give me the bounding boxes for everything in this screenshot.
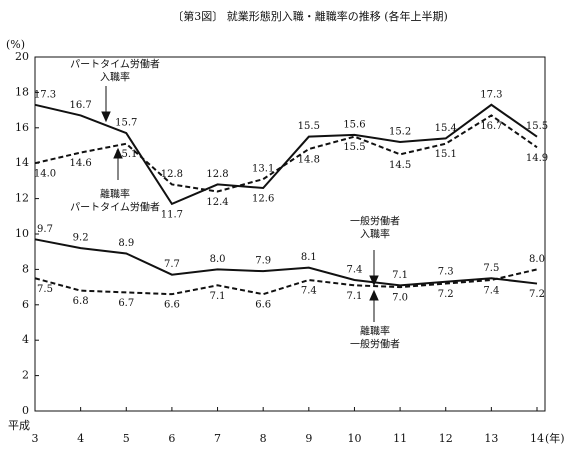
value-label: 12.8	[206, 169, 228, 180]
x-tick-label: 4	[77, 432, 84, 445]
x-tick-label: 7	[214, 432, 221, 445]
x-tick-label: 3	[32, 432, 39, 445]
value-label: 9.2	[73, 233, 89, 244]
y-tick-label: 18	[15, 85, 29, 98]
value-label: 7.7	[164, 259, 180, 270]
legend-label: 入職率	[360, 228, 390, 241]
value-label: 15.5	[343, 142, 365, 153]
x-tick-label: 10	[347, 432, 361, 445]
value-label: 15.7	[115, 118, 137, 129]
value-label: 6.7	[118, 298, 134, 309]
x-tick-label: 8	[260, 432, 267, 445]
x-tick-label: 12	[439, 432, 453, 445]
legend-label: パートタイム労働者	[70, 201, 160, 214]
legend-label: 離職率	[100, 188, 130, 201]
value-label: 8.1	[301, 252, 317, 263]
x-tick-label: 6	[168, 432, 175, 445]
value-label: 14.0	[34, 169, 56, 180]
y-tick-label: 2	[22, 369, 29, 382]
value-label: 14.8	[298, 155, 320, 166]
value-label: 7.1	[347, 291, 363, 302]
value-label: 16.7	[480, 121, 502, 132]
series-line	[34, 268, 538, 296]
value-label: 12.4	[206, 197, 228, 208]
y-tick-label: 14	[15, 156, 29, 169]
value-label: 15.4	[435, 123, 457, 134]
y-tick-label: 6	[22, 298, 29, 311]
value-label: 8.9	[118, 238, 134, 249]
y-tick-label: 12	[15, 192, 29, 205]
y-tick-label: 16	[15, 121, 29, 134]
value-label: 7.3	[438, 266, 454, 277]
value-label: 6.8	[73, 296, 89, 307]
value-label: 7.0	[392, 293, 408, 304]
value-label: 6.6	[255, 300, 271, 311]
value-label: 7.1	[392, 270, 408, 281]
x-tick-label: 13	[484, 432, 498, 445]
x-tick-label: 14	[530, 432, 544, 445]
value-label: 7.5	[483, 263, 499, 274]
value-label: 12.8	[161, 169, 183, 180]
value-label: 13.1	[252, 164, 274, 175]
value-label: 7.5	[37, 284, 53, 295]
legend-label: 離職率	[360, 325, 390, 338]
legend-label: 一般労働者	[350, 338, 400, 351]
x-tick-label: 11	[393, 432, 407, 445]
chart-title: 〔第3図〕 就業形態別入職・離職率の推移 (各年上半期)	[172, 9, 448, 23]
series-line	[34, 114, 538, 193]
value-label: 7.1	[210, 291, 226, 302]
y-axis-label: (%)	[6, 38, 25, 51]
plot-frame	[34, 56, 546, 412]
value-label: 16.7	[70, 100, 92, 111]
value-label: 15.1	[435, 149, 457, 160]
value-label: 14.5	[389, 160, 411, 171]
value-label: 14.6	[70, 158, 92, 169]
legend-label: 一般労働者	[350, 215, 400, 228]
value-label: 15.5	[298, 121, 320, 132]
value-label: 15.5	[526, 121, 548, 132]
value-label: 9.7	[37, 224, 53, 235]
value-label: 7.4	[483, 286, 499, 297]
x-prefix: 平成	[8, 419, 30, 432]
value-label: 15.1	[115, 149, 137, 160]
value-label: 7.4	[347, 265, 363, 276]
y-tick-label: 8	[22, 262, 29, 275]
value-label: 7.2	[529, 289, 545, 300]
x-suffix: (年)	[545, 431, 565, 445]
x-tick-label: 9	[305, 432, 312, 445]
value-label: 7.2	[438, 289, 454, 300]
series-line	[34, 238, 538, 287]
value-label: 11.7	[161, 209, 183, 220]
legend-label: 入職率	[100, 71, 130, 84]
value-label: 17.3	[480, 89, 502, 100]
value-label: 8.0	[529, 254, 545, 265]
value-label: 15.2	[389, 126, 411, 137]
y-tick-label: 4	[22, 333, 29, 346]
value-label: 17.3	[34, 89, 56, 100]
series-line	[34, 103, 538, 206]
y-tick-label: 20	[15, 50, 29, 63]
value-label: 7.4	[301, 286, 317, 297]
y-tick-label: 0	[22, 404, 29, 417]
legend-label: パートタイム労働者	[70, 58, 160, 71]
value-label: 12.6	[252, 193, 274, 204]
value-label: 6.6	[164, 300, 180, 311]
value-label: 15.6	[343, 119, 365, 130]
value-label: 14.9	[526, 153, 548, 164]
value-label: 8.0	[210, 254, 226, 265]
y-tick-label: 10	[15, 227, 29, 240]
arrows	[101, 86, 379, 322]
x-tick-label: 5	[123, 432, 130, 445]
value-label: 7.9	[255, 256, 271, 267]
